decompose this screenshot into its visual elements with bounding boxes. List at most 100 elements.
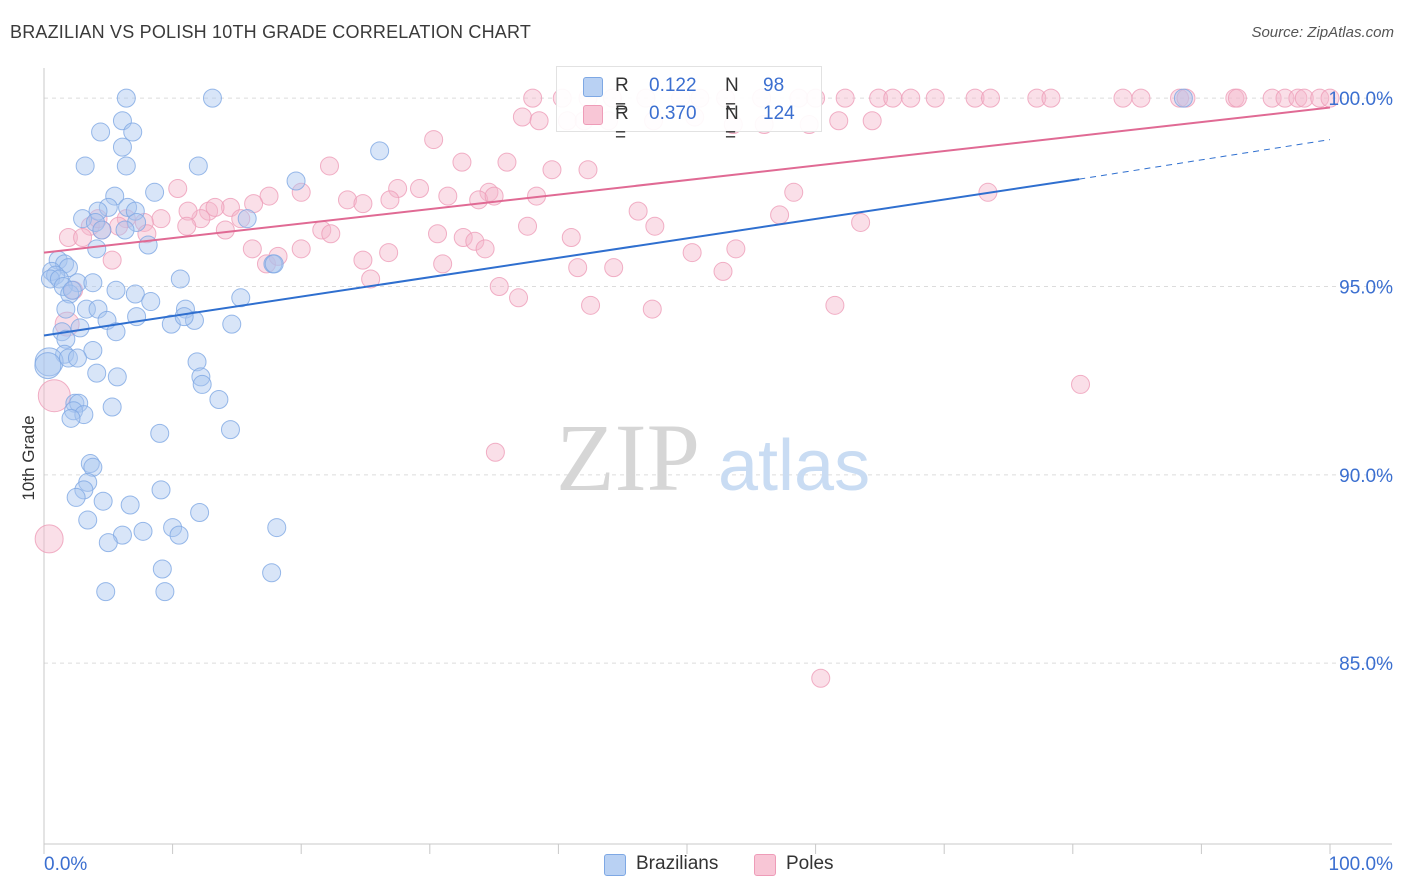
data-point-poles	[581, 295, 601, 315]
data-point-brazilians	[231, 288, 251, 308]
data-point-brazilians	[286, 171, 306, 191]
data-point-poles	[1041, 88, 1061, 108]
data-point-poles	[512, 107, 532, 127]
data-point-brazilians	[188, 156, 208, 176]
data-point-poles	[242, 239, 262, 259]
data-point-poles	[259, 186, 279, 206]
y-axis-label: 10th Grade	[19, 415, 38, 500]
data-point-poles	[475, 239, 495, 259]
data-point-brazilians	[145, 182, 165, 202]
data-point-poles	[901, 88, 921, 108]
data-point-poles	[1131, 88, 1151, 108]
data-point-poles	[1113, 88, 1133, 108]
data-point-poles	[452, 152, 472, 172]
data-point-brazilians	[102, 397, 122, 417]
data-point-brazilians	[127, 212, 147, 232]
data-point-poles	[177, 216, 197, 236]
data-point-poles	[102, 250, 122, 270]
data-point-poles	[361, 269, 381, 289]
data-point-brazilians	[151, 480, 171, 500]
data-point-brazilians	[76, 299, 96, 319]
data-point-poles	[215, 220, 235, 240]
data-point-poles	[465, 231, 485, 251]
data-point-brazilians	[262, 563, 282, 583]
data-point-poles	[178, 201, 198, 221]
data-point-poles	[319, 156, 339, 176]
data-point-poles	[485, 442, 505, 462]
data-point-brazilians	[67, 348, 87, 368]
data-point-poles	[770, 205, 790, 225]
data-point-brazilians	[56, 299, 76, 319]
data-point-poles	[980, 88, 1000, 108]
data-point-poles	[523, 88, 543, 108]
legend-swatch-pink	[583, 105, 603, 125]
data-point-brazilians	[83, 273, 103, 293]
data-point-poles	[479, 182, 499, 202]
data-point-poles	[353, 194, 373, 214]
data-point-brazilians	[220, 420, 240, 440]
data-point-poles	[825, 295, 845, 315]
gridlines	[44, 97, 1392, 664]
data-point-poles	[835, 88, 855, 108]
data-point-poles	[883, 88, 903, 108]
data-point-poles	[518, 216, 538, 236]
data-point-brazilians	[70, 318, 90, 338]
data-point-brazilians	[264, 254, 284, 274]
data-point-poles	[829, 111, 849, 131]
data-point-brazilians	[174, 307, 194, 327]
data-point-poles	[851, 212, 871, 232]
data-point-brazilians	[133, 521, 153, 541]
data-point-brazilians	[87, 363, 107, 383]
chart-title: BRAZILIAN VS POLISH 10TH GRADE CORRELATI…	[10, 22, 532, 42]
data-point-poles	[784, 182, 804, 202]
data-point-brazilians	[138, 235, 158, 255]
data-point-brazilians	[202, 88, 222, 108]
data-point-poles	[529, 111, 549, 131]
data-point-brazilians	[83, 457, 103, 477]
data-point-brazilians	[152, 559, 172, 579]
data-point-poles	[410, 179, 430, 199]
data-point-brazilians	[116, 88, 136, 108]
x-tick-label-max: 100.0%	[1329, 854, 1394, 875]
y-tick-label: 100.0%	[1329, 89, 1394, 110]
legend-r-key: R =	[615, 75, 629, 118]
data-point-brazilians	[98, 197, 118, 217]
data-point-poles	[628, 201, 648, 221]
data-point-brazilians	[106, 322, 126, 342]
data-point-poles	[380, 190, 400, 210]
data-point-brazilians	[125, 284, 145, 304]
data-point-poles	[489, 276, 509, 296]
data-point-brazilians	[60, 284, 80, 304]
data-point-poles	[568, 258, 588, 278]
data-point-brazilians	[222, 314, 242, 334]
data-point-poles	[713, 261, 733, 281]
data-point-poles	[231, 209, 251, 229]
data-point-poles	[73, 228, 93, 248]
data-point-brazilians	[237, 209, 257, 229]
data-point-brazilians	[80, 454, 100, 474]
data-point-poles	[682, 243, 702, 263]
data-point-poles	[561, 228, 581, 248]
data-point-poles	[645, 216, 665, 236]
data-point-brazilians	[170, 269, 190, 289]
data-point-poles	[151, 209, 171, 229]
data-point-poles	[424, 130, 444, 150]
data-point-poles	[438, 186, 458, 206]
data-point-poles	[205, 197, 225, 217]
data-point-poles	[379, 243, 399, 263]
data-point-poles	[1310, 88, 1330, 108]
data-point-brazilians	[169, 525, 189, 545]
data-point-brazilians	[106, 280, 126, 300]
data-point-brazilians	[112, 137, 132, 157]
data-point-poles	[1027, 88, 1047, 108]
data-point-brazilians	[75, 156, 95, 176]
data-point-poles	[34, 524, 64, 554]
brazilians-points	[34, 88, 1193, 602]
data-point-poles	[965, 88, 985, 108]
data-point-brazilians	[34, 352, 62, 380]
y-tick-label: 85.0%	[1339, 654, 1393, 675]
legend-swatch-blue	[604, 854, 626, 876]
data-point-brazilians	[78, 510, 98, 530]
data-point-poles	[642, 299, 662, 319]
source-credit: Source: ZipAtlas.com	[1251, 24, 1394, 41]
